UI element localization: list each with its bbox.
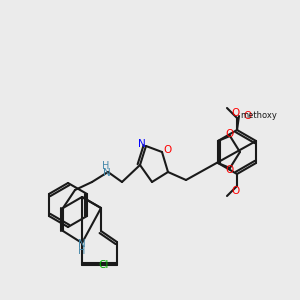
Text: O: O — [231, 108, 239, 118]
Text: O: O — [231, 186, 239, 196]
Text: O: O — [226, 129, 234, 139]
Text: H: H — [78, 246, 86, 256]
Text: N: N — [138, 139, 146, 149]
Text: O: O — [243, 111, 251, 121]
Text: N: N — [103, 168, 111, 178]
Text: N: N — [78, 239, 86, 249]
Text: Cl: Cl — [99, 260, 109, 270]
Text: O: O — [226, 165, 234, 175]
Text: H: H — [102, 161, 110, 171]
Text: methoxy: methoxy — [241, 112, 278, 121]
Text: O: O — [164, 145, 172, 155]
